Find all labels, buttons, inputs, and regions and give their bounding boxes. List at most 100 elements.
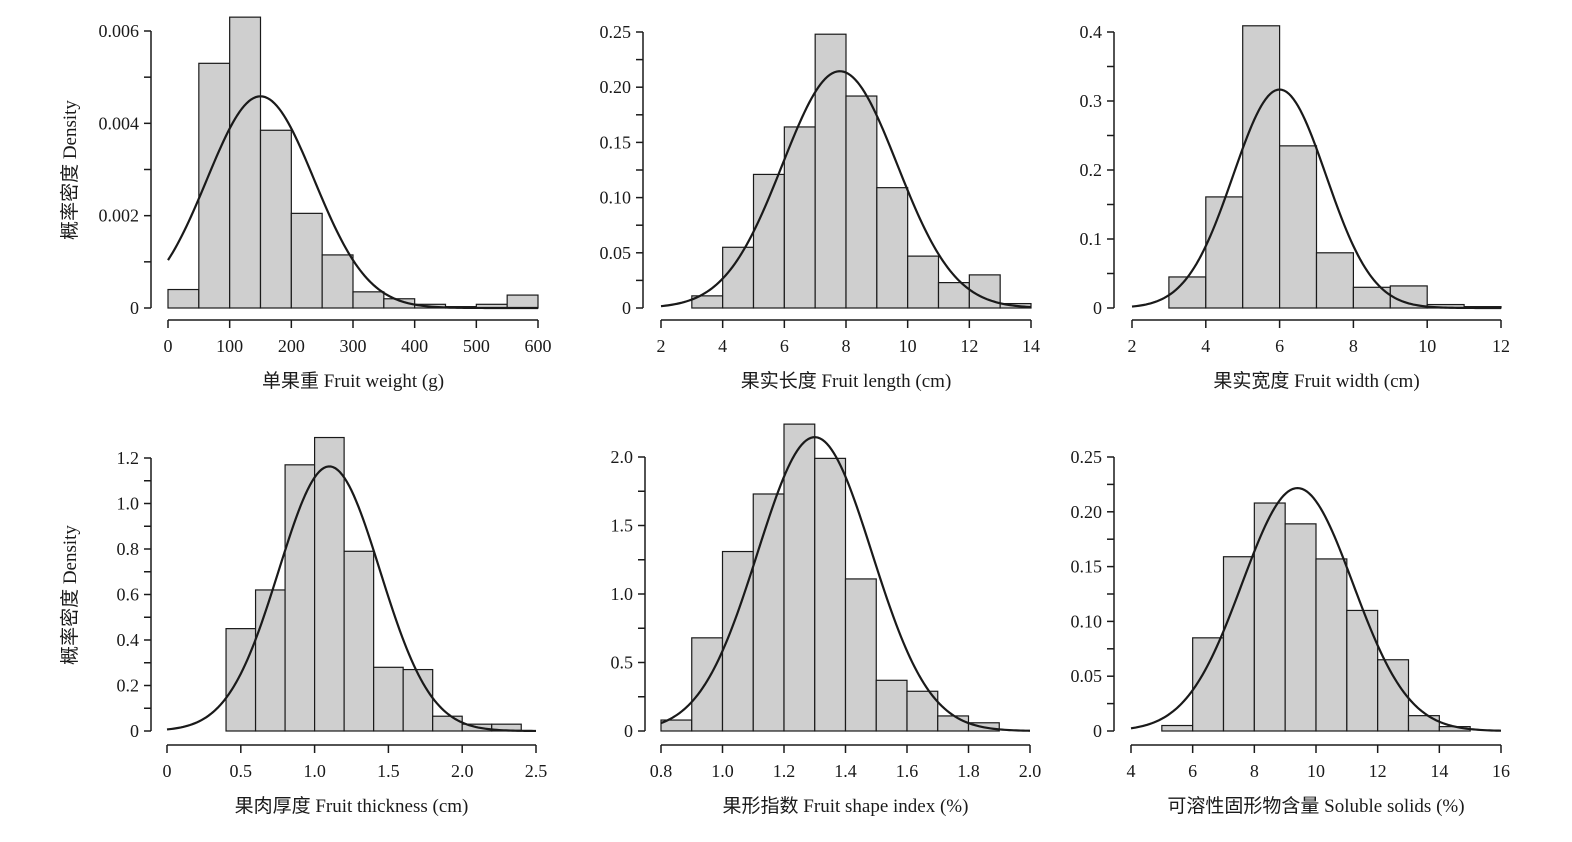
x-tick-label: 1.2 — [773, 761, 796, 781]
histogram-bar — [722, 246, 755, 309]
y-tick-label: 0.002 — [99, 206, 140, 226]
histogram-bar — [1315, 558, 1348, 732]
x-tick-label: 14 — [1430, 761, 1448, 781]
x-tick-label: 1.4 — [834, 761, 857, 781]
x-tick-label: 2 — [1128, 336, 1137, 356]
x-tick-label: 6 — [1188, 761, 1197, 781]
x-tick-label: 10 — [1418, 336, 1436, 356]
y-tick-label: 0.15 — [1071, 557, 1103, 577]
histogram-bar — [352, 291, 385, 309]
y-tick-label: 0.004 — [99, 113, 140, 133]
x-tick-label: 6 — [780, 336, 789, 356]
histogram-bar — [907, 255, 940, 309]
x-tick-label: 4 — [1127, 761, 1136, 781]
histogram-bar — [1253, 502, 1286, 732]
y-tick-label: 0 — [624, 721, 633, 741]
histogram-bar — [373, 666, 404, 732]
x-tick-label: 600 — [525, 336, 552, 356]
x-tick-label: 6 — [1275, 336, 1284, 356]
histogram-panel-4: 0 0.2 0.4 0.6 0.8 1.0 1.2 0 0.5 1.0 1.5 2.0 2.5 果肉厚度 … — [59, 436, 547, 817]
histogram-bar — [1407, 715, 1440, 732]
x-tick-label: 500 — [463, 336, 490, 356]
histogram-bar — [167, 288, 200, 309]
y-tick-label: 0.05 — [1071, 666, 1103, 686]
normal-density-curve — [660, 70, 1032, 309]
normal-density-curve — [660, 436, 1031, 732]
normal-density-curve — [167, 95, 538, 310]
y-tick-label: 0.4 — [1080, 22, 1103, 42]
histogram-bar — [783, 423, 816, 732]
x-tick-label: 200 — [278, 336, 305, 356]
x-tick-label: 1.6 — [896, 761, 919, 781]
histogram-panel-6: 0 0.05 0.10 0.15 0.20 0.25 4 6 8 10 12 14 16 可溶性固形物含量… — [1071, 447, 1511, 817]
y-tick-label: 1.2 — [117, 448, 140, 468]
histogram-bar — [229, 16, 262, 309]
histogram-bar — [1205, 196, 1244, 309]
y-tick-label: 0.25 — [1071, 447, 1103, 467]
x-tick-label: 12 — [960, 336, 978, 356]
y-tick-label: 0 — [1093, 721, 1102, 741]
y-tick-label: 0 — [622, 298, 631, 318]
histogram-bar — [875, 679, 908, 732]
histogram-panel-1: 0 0.002 0.004 0.006 0 100 200 300 400 500 600 单果重 F… — [59, 16, 552, 392]
x-tick-label: 0.8 — [650, 761, 673, 781]
histogram-bar — [343, 550, 375, 732]
histogram-bar — [844, 578, 877, 732]
x-tick-label: 2.0 — [451, 761, 474, 781]
normal-density-curve — [166, 465, 537, 733]
x-tick-label: 0 — [163, 761, 172, 781]
histogram-bar — [259, 129, 292, 309]
histogram-bar — [1222, 556, 1255, 732]
y-tick-label: 1.5 — [611, 516, 634, 536]
histogram-bar — [1389, 285, 1428, 309]
x-tick-label: 1.8 — [957, 761, 980, 781]
x-tick-label: 8 — [1349, 336, 1358, 356]
histogram-panel-3: 0 0.1 0.2 0.3 0.4 2 4 6 8 10 12 果实宽度 Fruit width (c… — [1080, 22, 1511, 392]
normal-density-curve — [1131, 88, 1501, 310]
x-tick-label: 14 — [1022, 336, 1040, 356]
y-tick-label: 0.10 — [1071, 611, 1103, 631]
y-tick-label: 0.05 — [600, 243, 632, 263]
y-tick-label: 0 — [1093, 298, 1102, 318]
histogram-bar — [383, 298, 416, 309]
histogram-bar — [225, 628, 257, 732]
y-tick-label: 0.15 — [600, 132, 632, 152]
normal-density-curve — [1130, 486, 1502, 732]
histogram-bar — [783, 126, 816, 309]
x-tick-label: 10 — [1307, 761, 1325, 781]
x-tick-label: 4 — [1201, 336, 1210, 356]
histogram-bar — [1242, 25, 1281, 309]
x-tick-label: 10 — [899, 336, 917, 356]
y-axis-title: 概率密度 Density — [59, 100, 81, 240]
y-tick-label: 0.8 — [117, 539, 140, 559]
y-tick-label: 0.25 — [600, 22, 632, 42]
histogram-bar — [1161, 724, 1194, 732]
y-tick-label: 0.6 — [117, 585, 140, 605]
histogram-bar — [752, 493, 785, 732]
y-tick-label: 0.006 — [99, 21, 140, 41]
y-tick-label: 0.1 — [1080, 229, 1103, 249]
x-tick-label: 1.5 — [377, 761, 400, 781]
histogram-bar — [284, 464, 316, 732]
histogram-bar — [1284, 523, 1317, 732]
x-tick-label: 2 — [657, 336, 666, 356]
histogram-bar — [402, 668, 434, 732]
x-tick-label: 8 — [842, 336, 851, 356]
histogram-bar — [814, 457, 847, 732]
histogram-bar — [876, 187, 909, 309]
x-axis-title: 可溶性固形物含量 Soluble solids (%) — [1167, 795, 1464, 817]
histogram-bar — [290, 212, 323, 309]
x-tick-label: 1.0 — [303, 761, 326, 781]
x-tick-label: 1.0 — [711, 761, 734, 781]
x-axis-title: 果实长度 Fruit length (cm) — [741, 370, 952, 392]
y-tick-label: 0.20 — [600, 77, 632, 97]
y-tick-label: 0 — [130, 298, 139, 318]
histogram-bar — [314, 436, 345, 732]
y-tick-label: 0 — [130, 721, 139, 741]
histogram-bar — [906, 690, 939, 732]
histogram-bar — [937, 715, 970, 732]
histogram-panel-5: 0 0.5 1.0 1.5 2.0 0.8 1.0 1.2 1.4 1.6 1.8 2.0 果形指数 F… — [611, 423, 1042, 817]
y-tick-label: 0.4 — [117, 630, 140, 650]
x-tick-label: 16 — [1492, 761, 1510, 781]
x-tick-label: 2.0 — [1019, 761, 1042, 781]
